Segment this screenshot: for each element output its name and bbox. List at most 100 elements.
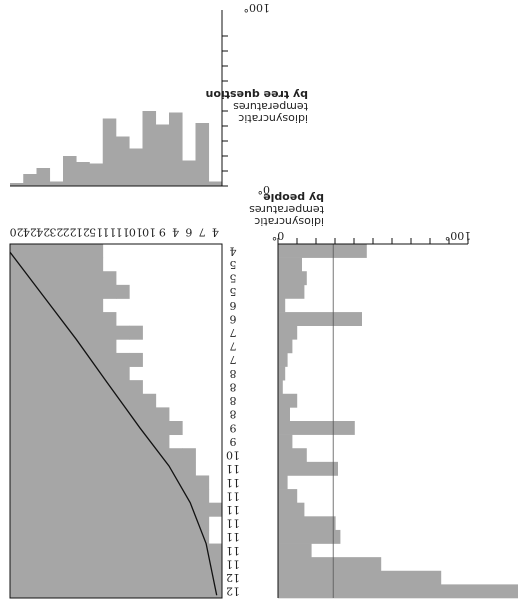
matrix-cell <box>89 244 104 259</box>
matrix-cell <box>102 502 117 517</box>
matrix-cell <box>102 570 117 585</box>
matrix-cell <box>102 366 117 381</box>
matrix-cell <box>23 339 37 354</box>
matrix-cell <box>63 407 77 422</box>
matrix-cell <box>63 339 77 354</box>
matrix-cell <box>195 489 210 504</box>
matrix-cell <box>169 516 183 531</box>
matrix-cell <box>36 529 51 544</box>
matrix-cell <box>63 312 77 327</box>
top-bar <box>23 174 37 186</box>
matrix-cell <box>23 352 37 367</box>
matrix-cell <box>76 489 90 504</box>
matrix-cell <box>10 475 24 490</box>
matrix-cell <box>23 421 37 436</box>
right-bar <box>278 421 355 435</box>
matrix-cell <box>129 407 143 422</box>
matrix-cell <box>116 380 130 395</box>
matrix-cell <box>10 557 24 572</box>
boundary-curve <box>9 251 218 596</box>
matrix-cell <box>23 557 37 572</box>
row-total-label: 12 <box>226 571 240 584</box>
matrix-cell <box>89 448 104 463</box>
matrix-cell <box>63 298 77 313</box>
matrix-cell <box>102 312 117 327</box>
matrix-cell <box>49 461 64 476</box>
matrix-cell <box>49 298 64 313</box>
matrix-cell <box>169 421 183 436</box>
matrix-cell <box>49 543 64 558</box>
matrix-cell <box>102 475 117 490</box>
top-bar <box>116 136 130 186</box>
matrix-cell <box>116 284 130 299</box>
matrix-cell <box>169 557 183 572</box>
matrix-cell <box>23 448 37 463</box>
matrix-cell <box>49 244 64 259</box>
matrix-cell <box>142 557 157 572</box>
matrix-cell <box>10 584 24 599</box>
matrix-cell <box>89 407 104 422</box>
column-total-label: 21 <box>76 226 90 239</box>
matrix-cell <box>49 475 64 490</box>
matrix-cell <box>23 380 37 395</box>
matrix-cell <box>63 380 77 395</box>
matrix-cell <box>155 421 170 436</box>
top-bar <box>49 181 64 186</box>
matrix-cell <box>49 557 64 572</box>
matrix-cell <box>63 570 77 585</box>
matrix-cell <box>129 461 143 476</box>
matrix-cell <box>102 516 117 531</box>
column-total-label: 6 <box>185 226 192 239</box>
matrix-cell <box>49 421 64 436</box>
matrix-cell <box>36 421 51 436</box>
matrix-cell <box>76 421 90 436</box>
matrix-cell <box>89 543 104 558</box>
right-bar <box>278 352 288 367</box>
matrix-cell <box>23 407 37 422</box>
matrix-cell <box>169 489 183 504</box>
row-total-label: 5 <box>230 285 237 298</box>
matrix-cell <box>49 352 64 367</box>
matrix-cell <box>116 421 130 436</box>
matrix-cell <box>36 557 51 572</box>
matrix-cell <box>142 393 157 408</box>
matrix-cell <box>76 584 90 599</box>
row-total-label: 5 <box>230 272 237 285</box>
matrix-cell <box>36 489 51 504</box>
matrix-cell <box>129 543 143 558</box>
top-bar <box>36 168 51 186</box>
matrix-cell <box>76 570 90 585</box>
matrix-cell <box>102 461 117 476</box>
matrix-cell <box>129 325 143 340</box>
right-bar <box>278 489 298 503</box>
matrix-cell <box>49 570 64 585</box>
row-total-label: 6 <box>230 299 237 312</box>
matrix-cell <box>23 502 37 517</box>
matrix-cell <box>182 475 196 490</box>
matrix-cell <box>102 557 117 572</box>
top-bar <box>63 156 77 186</box>
top-bar <box>208 181 223 186</box>
matrix-cell <box>89 284 104 299</box>
matrix-cell <box>142 529 157 544</box>
matrix-cell <box>49 489 64 504</box>
right-bar <box>278 407 290 422</box>
matrix-cell <box>208 570 223 585</box>
matrix-cell <box>49 312 64 327</box>
matrix-cell <box>116 584 130 599</box>
matrix-cell <box>49 434 64 449</box>
matrix-cell <box>129 516 143 531</box>
matrix-cell <box>76 529 90 544</box>
matrix-cell <box>182 543 196 558</box>
row-total-label: 11 <box>226 503 240 516</box>
column-total-label: 10 <box>129 226 143 239</box>
matrix-cell <box>89 312 104 327</box>
matrix-cell <box>10 570 24 585</box>
matrix-cell <box>195 570 210 585</box>
row-total-label: 11 <box>226 462 240 475</box>
matrix-cell <box>102 352 117 367</box>
matrix-cell <box>116 489 130 504</box>
matrix-cell <box>23 489 37 504</box>
row-total-label: 8 <box>230 408 237 421</box>
